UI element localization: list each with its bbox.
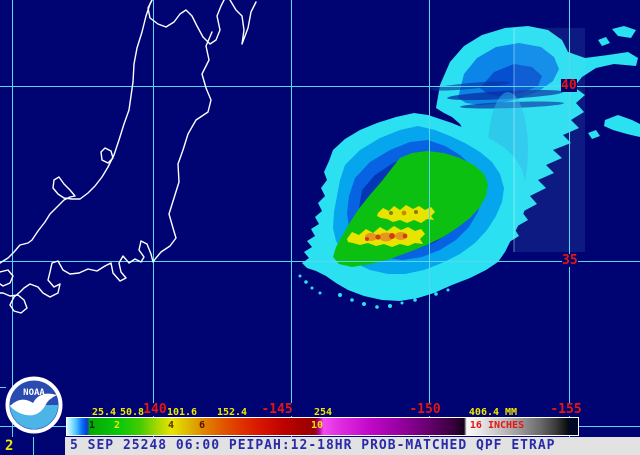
colorbar [66,417,579,436]
grid-parallel [0,261,640,262]
status-text: 5 SEP 25248 06:00 PEIPAH:12-18HR PROB-MA… [70,438,556,453]
colorbar-tick-inch-units: 16 INCHES [469,420,525,431]
colorbar-tick-mm: 254 [313,407,333,418]
grid-meridian-stub [33,437,34,455]
precip-olive-speck [389,211,393,215]
colorbar-tick-inch: 1 [88,420,96,431]
grid-parallel [0,86,640,87]
precip-red-speck [375,234,381,240]
precip-edge-speckles [298,274,450,309]
colorbar-tick-mm: 101.6 [166,407,198,418]
coastline-hokkaido-east [229,0,257,45]
coastline-honshu-japansea [0,0,153,264]
precip-red-speck [365,237,369,241]
noaa-logo: NOAA [5,376,63,434]
coastline-hokkaido [147,0,225,45]
lat-label-40: 40 [561,78,577,93]
grid-meridian [569,0,570,437]
noaa-gull-icon [10,393,57,416]
lon-label-155: -155 [550,402,582,417]
coastline-west-fragment [0,269,14,287]
coastline-layer [0,0,257,314]
lon-label-150: -150 [409,402,441,417]
stray-grid-label: 2 [5,438,14,454]
coastline-sado-island [100,147,114,164]
grid-meridian [291,0,292,437]
colorbar-tick-inch: 10 [310,420,324,431]
precip-orange-speck [401,210,407,216]
precip-olive-speck [414,210,418,214]
grid-meridian [153,0,154,437]
colorbar-tick-inch: 4 [167,420,175,431]
status-bar: 5 SEP 25248 06:00 PEIPAH:12-18HR PROB-MA… [65,437,640,455]
lat-label-35: 35 [562,253,578,268]
grid-meridian [429,0,430,437]
colorbar-tick-mm: 25.4 [91,407,117,418]
precip-fragment [598,37,610,46]
colorbar-tick-inch: 6 [198,420,206,431]
precipitation-overlay [298,26,640,309]
precip-fragment [612,26,636,38]
precip-fragment [604,115,640,137]
colorbar-tick-mm-units: 406.4 MM [468,407,518,418]
colorbar-tick-mm: 50.8 [119,407,145,418]
coastline-honshu-pacific [0,31,213,314]
colorbar-tick-inch: 2 [113,420,121,431]
lon-label-145: -145 [261,402,293,417]
colorbar-tick-mm: 152.4 [216,407,248,418]
grid-meridian [12,0,13,437]
swath-seam-overlay [514,28,585,252]
precip-fragment [544,40,560,52]
precip-fragment [588,130,600,139]
precip-red-speck [402,233,408,239]
noaa-logo-text: NOAA [23,388,45,398]
grid-parallel-stub [0,387,6,388]
precip-arc-darkblue [480,64,542,97]
precip-red-speck [389,233,395,239]
